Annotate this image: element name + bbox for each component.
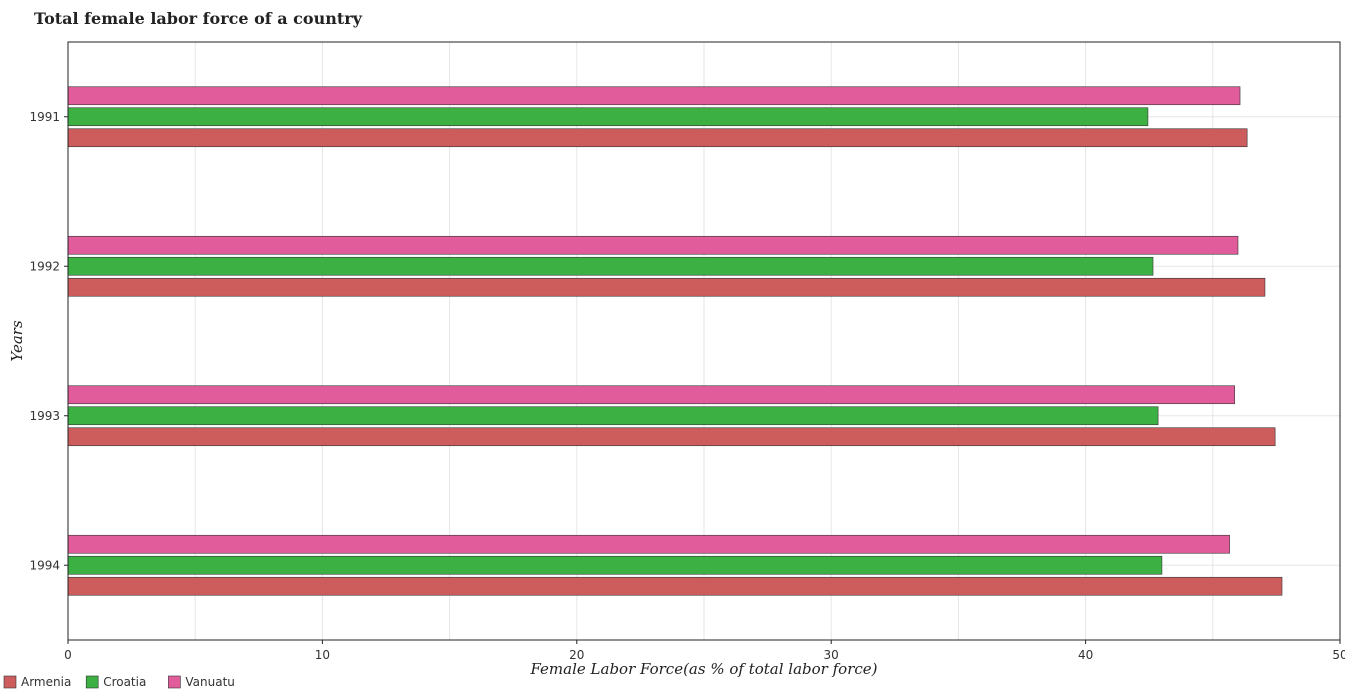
bar-croatia-1992 — [67, 256, 1154, 276]
legend-swatch-armenia — [3, 675, 17, 689]
legend-label-croatia: Croatia — [103, 675, 146, 689]
legend: Armenia Croatia Vanuatu — [3, 675, 235, 689]
y-tick-label: 1993 — [29, 409, 60, 423]
bar-armenia-1994 — [67, 576, 1283, 596]
y-tick-label: 1994 — [29, 558, 60, 572]
x-tick-label: 10 — [315, 648, 330, 662]
bar-vanuatu-1993 — [67, 385, 1235, 405]
bar-croatia-1993 — [67, 406, 1159, 426]
bar-vanuatu-1991 — [67, 86, 1241, 106]
chart-title: Total female labor force of a country — [34, 9, 363, 28]
x-tick-label: 20 — [569, 648, 584, 662]
x-tick-label: 40 — [1078, 648, 1093, 662]
legend-swatch-vanuatu — [168, 675, 181, 689]
bar-vanuatu-1994 — [67, 534, 1230, 554]
bar-armenia-1991 — [67, 128, 1248, 148]
x-tick-label: 0 — [64, 648, 72, 662]
y-axis-label: Years — [8, 320, 26, 362]
legend-label-armenia: Armenia — [21, 675, 71, 689]
bar-vanuatu-1992 — [67, 235, 1239, 255]
y-tick-label: 1991 — [29, 110, 60, 124]
x-tick-label: 30 — [824, 648, 839, 662]
bar-armenia-1993 — [67, 427, 1276, 447]
x-tick-label: 50 — [1332, 648, 1345, 662]
x-tick-labels: 0 10 20 30 40 50 — [64, 640, 1345, 662]
plot-frame — [67, 41, 1341, 641]
y-tick-labels: 1991 1992 1993 1994 — [29, 110, 68, 572]
bar-croatia-1991 — [67, 107, 1149, 127]
bar-armenia-1992 — [67, 277, 1266, 297]
bars — [67, 86, 1283, 596]
legend-label-vanuatu: Vanuatu — [185, 675, 235, 689]
bar-croatia-1994 — [67, 555, 1163, 575]
y-tick-label: 1992 — [29, 259, 60, 273]
legend-swatch-croatia — [85, 675, 99, 689]
x-axis-label: Female Labor Force(as % of total labor f… — [529, 660, 877, 678]
